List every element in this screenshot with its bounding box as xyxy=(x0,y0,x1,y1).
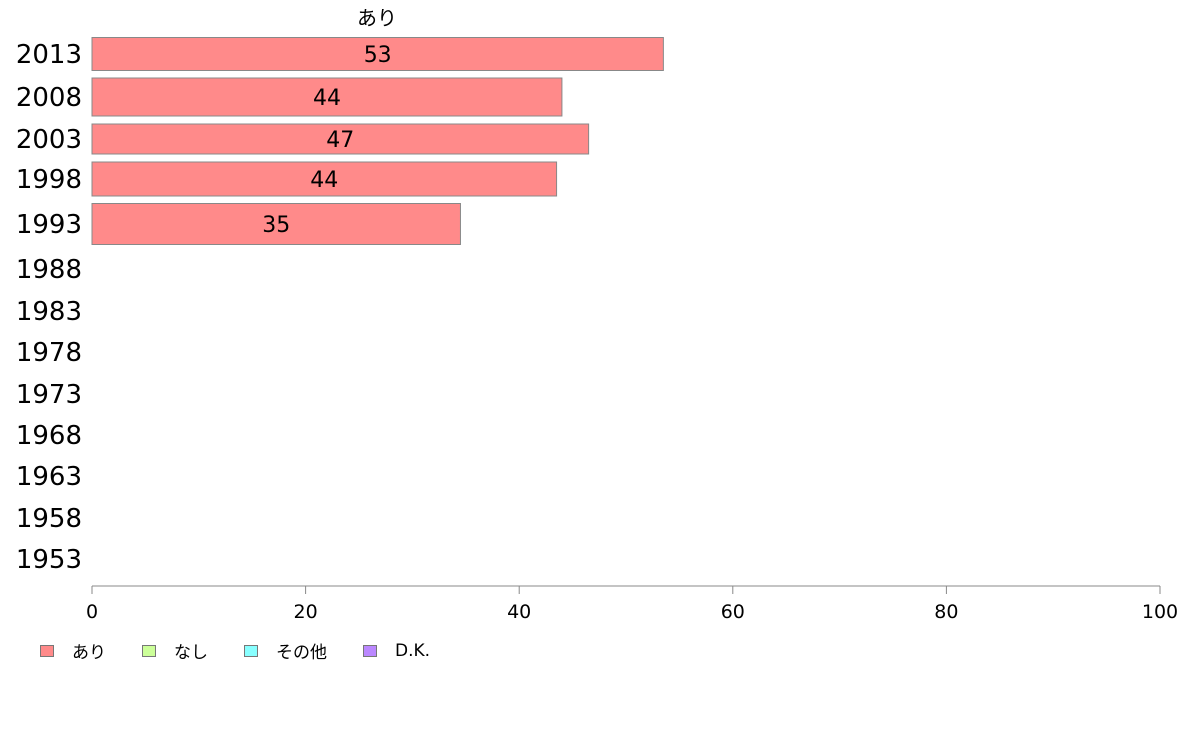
legend-label-ari: あり xyxy=(72,643,106,663)
legend-label-sonota: その他 xyxy=(276,643,327,663)
year-label-2013: 2013 xyxy=(16,40,82,70)
year-label-1973: 1973 xyxy=(16,380,82,410)
legend-item-dk: D.K. xyxy=(363,641,430,661)
bar-2013 xyxy=(91,37,664,71)
bar-value-2008: 44 xyxy=(313,86,341,111)
year-label-1998: 1998 xyxy=(16,165,82,195)
x-tick-label-40: 40 xyxy=(507,601,531,623)
bar-value-1993: 35 xyxy=(262,213,290,238)
bar-1993 xyxy=(91,203,461,245)
year-label-1958: 1958 xyxy=(16,504,82,534)
legend-swatch-ari xyxy=(40,644,54,657)
x-tick-label-20: 20 xyxy=(294,601,318,623)
x-tick-label-100: 100 xyxy=(1142,601,1178,623)
legend-item-ari: あり xyxy=(40,638,106,663)
year-label-1953: 1953 xyxy=(16,545,82,575)
legend: あり なし その他 D.K. xyxy=(40,638,466,663)
year-label-1978: 1978 xyxy=(16,338,82,368)
year-label-1993: 1993 xyxy=(16,210,82,240)
x-tick-label-0: 0 xyxy=(86,601,98,623)
bar-2003 xyxy=(91,123,590,155)
bar-value-2013: 53 xyxy=(364,43,392,68)
year-label-2008: 2008 xyxy=(16,83,82,113)
bar-1998 xyxy=(91,161,558,197)
legend-label-dk: D.K. xyxy=(395,640,431,661)
legend-label-nashi: なし xyxy=(174,643,208,663)
legend-item-sonota: その他 xyxy=(244,638,327,663)
x-tick-label-60: 60 xyxy=(721,601,745,623)
x-tick-label-80: 80 xyxy=(934,601,958,623)
bar-value-2003: 47 xyxy=(326,128,354,153)
year-label-1968: 1968 xyxy=(16,421,82,451)
legend-item-nashi: なし xyxy=(142,638,208,663)
year-label-1988: 1988 xyxy=(16,255,82,285)
bar-2008 xyxy=(91,77,563,117)
legend-swatch-sonota xyxy=(244,644,258,657)
series-title: あり xyxy=(357,6,397,30)
bar-value-1998: 44 xyxy=(310,168,338,193)
year-label-1963: 1963 xyxy=(16,462,82,492)
legend-swatch-dk xyxy=(363,644,377,657)
year-label-1983: 1983 xyxy=(16,297,82,327)
legend-swatch-nashi xyxy=(142,644,156,657)
year-label-2003: 2003 xyxy=(16,125,82,155)
